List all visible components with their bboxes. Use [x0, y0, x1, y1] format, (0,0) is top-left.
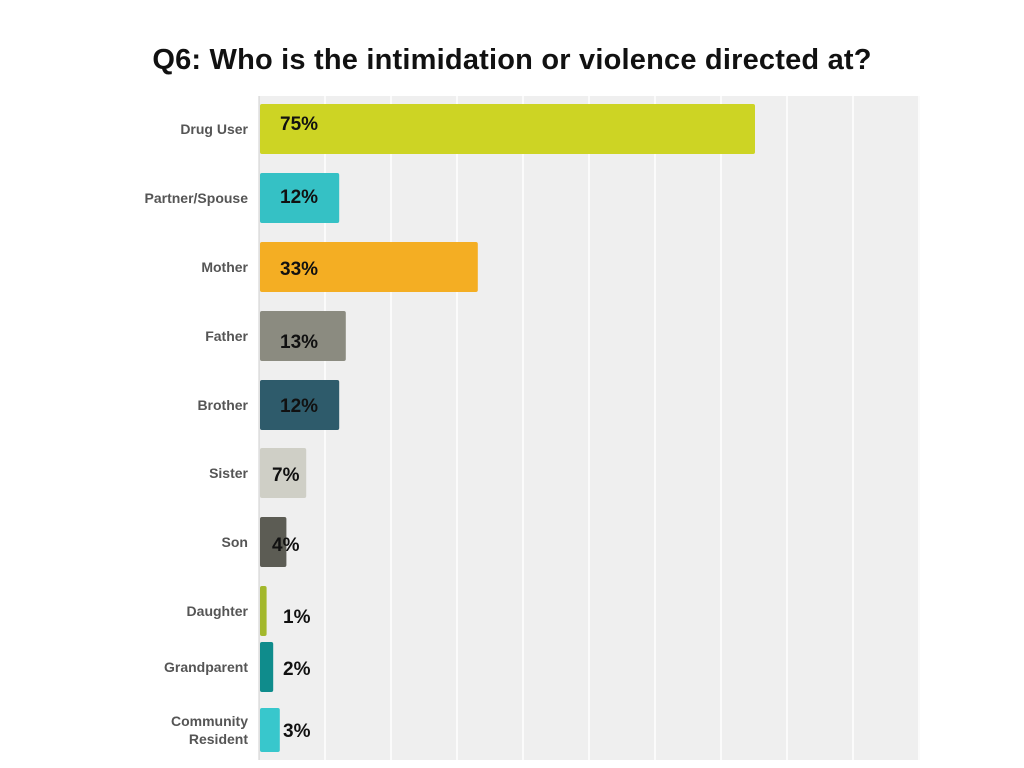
category-label-sister: Sister	[209, 465, 248, 481]
bar-father	[260, 311, 346, 361]
category-label-mother: Mother	[201, 259, 248, 275]
value-label-drug-user: 75%	[280, 114, 318, 135]
bar-brother	[260, 380, 340, 430]
value-labels: 75% 12% 33% 13% 12% 7% 4% 1% 2% 3%	[272, 114, 318, 742]
gridlines	[324, 96, 920, 760]
value-label-community-resident: 3%	[283, 721, 311, 742]
category-label-father: Father	[205, 328, 248, 344]
chart-title: Q6: Who is the intimidation or violence …	[152, 44, 872, 76]
bar-grandparent	[260, 642, 274, 692]
value-label-sister: 7%	[272, 465, 300, 486]
bars	[260, 104, 755, 752]
category-label-son: Son	[222, 534, 248, 550]
bar-sister	[260, 448, 307, 498]
value-label-daughter: 1%	[283, 607, 311, 628]
category-label-brother: Brother	[197, 397, 248, 413]
bar-partner-spouse	[260, 173, 340, 223]
bar-drug-user	[260, 104, 755, 154]
category-label-drug-user: Drug User	[180, 121, 248, 137]
value-label-brother: 12%	[280, 396, 318, 417]
value-label-son: 4%	[272, 535, 300, 556]
category-label-daughter: Daughter	[187, 603, 249, 619]
category-label-community-resident: Community Resident	[171, 713, 248, 747]
bar-son	[260, 517, 287, 567]
category-labels: Drug User Partner/Spouse Mother Father Broth…	[145, 121, 249, 747]
bar-daughter	[260, 586, 267, 636]
bar-community-resident	[260, 708, 280, 752]
value-label-mother: 33%	[280, 259, 318, 280]
category-label-grandparent: Grandparent	[164, 659, 248, 675]
category-label-partner-spouse: Partner/Spouse	[145, 190, 249, 206]
value-label-grandparent: 2%	[283, 659, 311, 680]
bar-mother	[260, 242, 478, 292]
value-label-partner-spouse: 12%	[280, 187, 318, 208]
value-label-father: 13%	[280, 332, 318, 353]
